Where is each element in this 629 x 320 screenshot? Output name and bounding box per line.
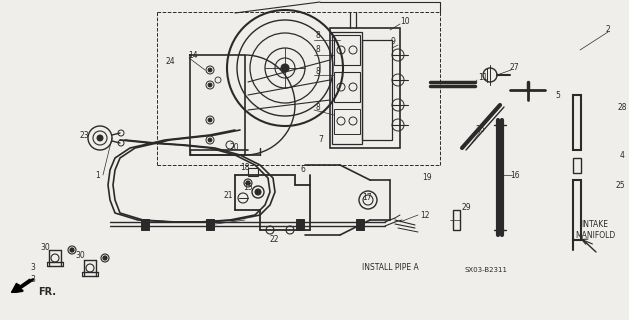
Text: 8: 8 [315,68,320,76]
Bar [573,95,581,150]
Text: 19: 19 [422,173,431,182]
Text: 23: 23 [80,131,89,140]
Circle shape [208,138,212,142]
Text: 3: 3 [30,276,35,284]
Bar [296,219,304,230]
Text: 2: 2 [605,26,610,35]
Text: 21: 21 [223,190,233,199]
Text: 14: 14 [188,51,198,60]
Text: 25: 25 [616,180,626,189]
Text: 28: 28 [618,103,628,113]
Bar [453,210,460,230]
Text: 12: 12 [420,211,430,220]
Text: 18: 18 [240,164,250,172]
Text: 1: 1 [95,171,100,180]
Text: 15: 15 [243,183,253,193]
Text: 7: 7 [318,135,323,145]
Circle shape [97,135,103,141]
Text: SX03-B2311: SX03-B2311 [464,267,508,273]
Text: 16: 16 [510,171,520,180]
Text: 8: 8 [315,103,320,113]
Bar [206,219,214,230]
Text: 27: 27 [510,63,520,73]
Text: 4: 4 [620,150,625,159]
Text: 29: 29 [462,204,472,212]
Bar [362,40,392,140]
Circle shape [246,181,250,185]
Bar [332,32,362,144]
Text: 8: 8 [315,30,320,39]
Circle shape [255,189,261,195]
Text: 5: 5 [555,91,560,100]
Text: 10: 10 [400,18,409,27]
Bar [334,35,360,65]
Text: INSTALL PIPE A: INSTALL PIPE A [362,263,418,273]
Bar [334,109,360,134]
Bar [573,180,581,240]
Circle shape [208,68,212,72]
Bar [573,158,581,173]
Text: 17: 17 [362,194,372,203]
Text: 26: 26 [475,125,484,134]
Text: 20: 20 [230,143,240,153]
Text: 3: 3 [30,263,35,273]
Bar [141,219,149,230]
Text: 13: 13 [205,220,214,229]
Text: 9: 9 [390,37,395,46]
Bar [330,28,400,148]
Bar [248,168,258,176]
Circle shape [103,256,107,260]
Text: 22: 22 [270,236,279,244]
Circle shape [208,83,212,87]
Text: 11: 11 [478,74,487,83]
Text: INTAKE
MANIFOLD: INTAKE MANIFOLD [575,220,615,240]
Text: 30: 30 [75,251,85,260]
Text: 30: 30 [40,244,50,252]
Circle shape [208,118,212,122]
Text: 6: 6 [300,165,305,174]
Text: FR.: FR. [38,287,56,297]
Circle shape [70,248,74,252]
Text: 24: 24 [165,58,175,67]
Text: 8: 8 [315,45,320,54]
Bar [356,219,364,230]
Bar [334,72,360,102]
Circle shape [281,64,289,72]
